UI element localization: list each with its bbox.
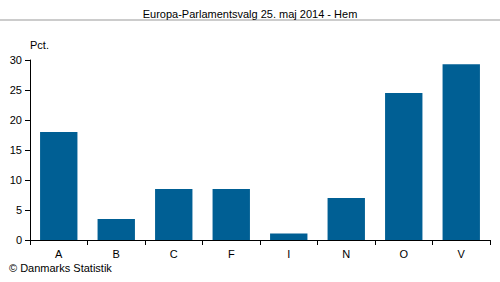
svg-text:I: I — [287, 248, 290, 260]
svg-text:15: 15 — [10, 144, 22, 156]
svg-text:F: F — [228, 248, 235, 260]
svg-text:N: N — [342, 248, 350, 260]
svg-text:30: 30 — [10, 54, 22, 66]
svg-text:0: 0 — [16, 234, 22, 246]
svg-text:Europa-Parlamentsvalg 25. maj: Europa-Parlamentsvalg 25. maj 2014 - Hem — [143, 8, 358, 20]
svg-text:5: 5 — [16, 204, 22, 216]
svg-text:V: V — [458, 248, 466, 260]
svg-text:20: 20 — [10, 114, 22, 126]
svg-text:25: 25 — [10, 84, 22, 96]
svg-text:© Danmarks Statistik: © Danmarks Statistik — [9, 262, 112, 274]
svg-text:C: C — [170, 248, 178, 260]
svg-text:B: B — [113, 248, 120, 260]
svg-text:A: A — [55, 248, 63, 260]
svg-text:Pct.: Pct. — [30, 39, 49, 51]
svg-text:10: 10 — [10, 174, 22, 186]
svg-text:O: O — [399, 248, 408, 260]
